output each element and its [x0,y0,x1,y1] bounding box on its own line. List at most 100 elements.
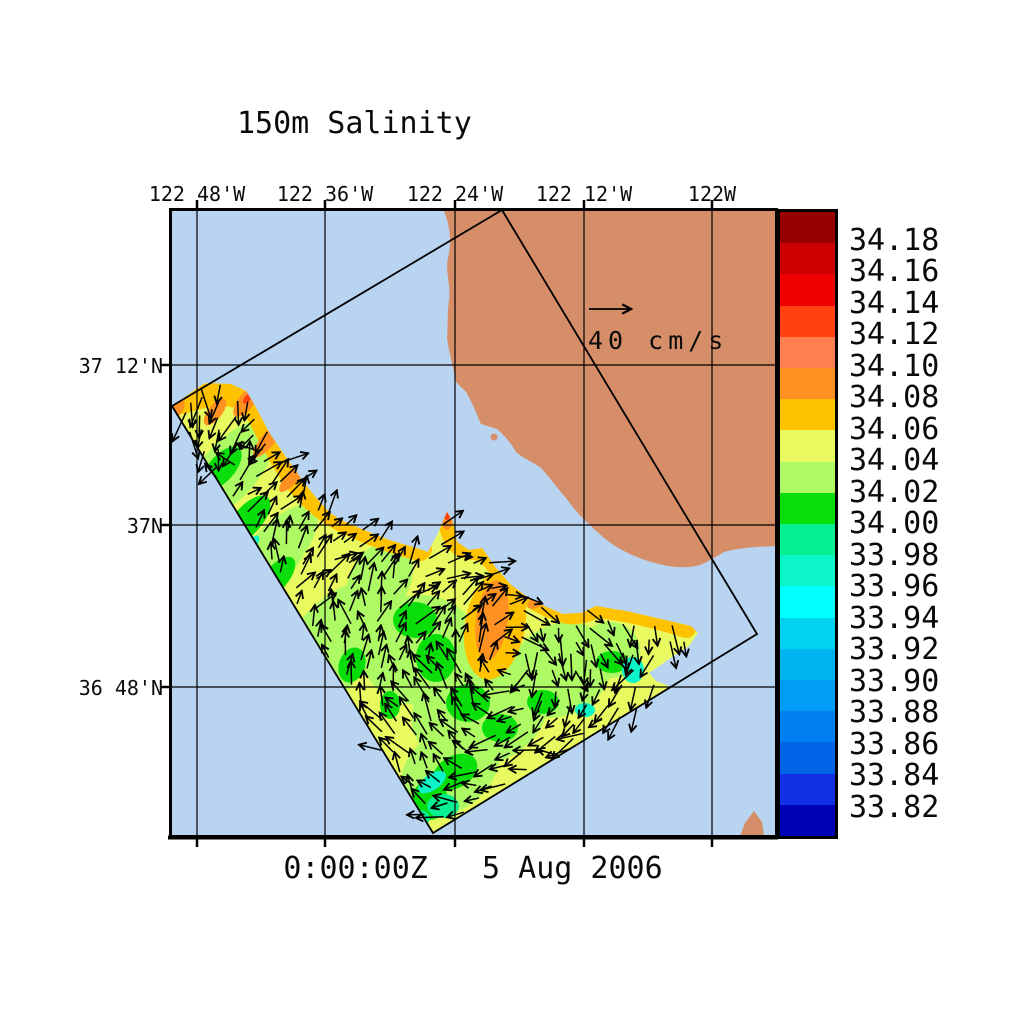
velocity-vector [408,559,419,577]
velocity-vector [442,618,451,639]
velocity-vector [408,536,418,565]
velocity-vector [490,765,508,769]
velocity-vector [244,401,247,421]
velocity-vector [495,752,511,760]
velocity-vector [331,518,342,528]
velocity-vector [430,723,445,737]
colorbar-swatch-9 [780,492,835,525]
velocity-vector [199,465,218,484]
velocity-vector [279,465,297,483]
velocity-vector [413,654,433,674]
velocity-vector [481,659,490,673]
plot-title: 150m Salinity [237,106,472,141]
velocity-vector [546,747,571,758]
colorbar-label-33.92: 33.92 [849,632,940,667]
velocity-vector [393,554,395,579]
colorbar-swatch-2 [780,274,835,306]
velocity-vector [491,588,508,607]
velocity-vector [631,707,638,732]
velocity-vector [329,554,349,574]
velocity-vector [534,700,543,721]
velocity-vector [498,670,512,674]
velocity-vector [478,624,486,652]
velocity-vector [417,781,432,789]
velocity-vector [223,444,238,466]
velocity-vector [509,597,528,605]
grid-lines [172,211,775,835]
velocity-vector [415,607,440,625]
velocity-vector [442,511,463,526]
velocity-vector [239,455,255,481]
velocity-vector [458,624,467,643]
colorbar-label-34.08: 34.08 [849,380,940,415]
colorbar-label-33.84: 33.84 [849,758,940,793]
velocity-vector [447,649,462,674]
field-patch [172,399,185,421]
velocity-vector [473,558,485,563]
velocity-vector [376,601,391,622]
velocity-vector [540,628,543,641]
colorbar-label-34.12: 34.12 [849,317,940,352]
velocity-vector [398,645,406,661]
velocity-vector [247,492,268,513]
velocity-vector [209,401,220,423]
velocity-vector [332,532,346,542]
velocity-vector [205,464,218,479]
colorbar-label-33.88: 33.88 [849,695,940,730]
velocity-vector [646,684,655,708]
velocity-vector [421,734,426,750]
velocity-vector [452,697,464,716]
velocity-vector [393,579,408,595]
velocity-vector [495,736,511,746]
velocity-vector [485,680,494,691]
velocity-vector [505,731,529,748]
velocity-vector [466,750,488,752]
velocity-vector [440,532,463,546]
colorbar-swatch-3 [780,305,835,337]
velocity-vector [198,429,202,448]
velocity-vector [427,622,440,638]
velocity-vector [403,670,414,689]
velocity-vector [669,641,676,669]
velocity-vector [465,798,480,801]
velocity-vector [295,573,315,589]
colorbar-swatch-16 [780,711,835,743]
colorbar-swatch-5 [780,368,835,400]
colorbar-label-33.90: 33.90 [849,663,940,699]
plot-area [170,209,776,836]
velocity-vector [381,645,386,669]
colorbar-label-33.98: 33.98 [849,537,940,573]
velocity-vector [351,661,352,685]
velocity-vector [523,609,550,625]
y-tick-label-36-48n: 36 48'N [78,676,163,700]
velocity-vector [586,609,603,623]
x-tick-label-122w: 122W [687,182,737,206]
velocity-vector [215,429,219,452]
velocity-vector [630,625,634,647]
velocity-vector [386,737,410,754]
velocity-vector [612,669,635,690]
velocity-vector [427,582,441,592]
velocity-vector [313,572,323,589]
velocity-vector [546,717,559,728]
velocity-vector [512,685,526,690]
velocity-vector [492,568,509,574]
velocity-vector [313,512,330,532]
velocity-vector [350,576,360,590]
field-patch [416,634,456,682]
velocity-vector [608,716,621,740]
velocity-vector [498,717,512,722]
velocity-vector [552,669,558,686]
velocity-vector [395,623,406,643]
velocity-vector [380,713,396,735]
velocity-vector [271,542,272,560]
velocity-vector [600,668,604,690]
velocity-vector [437,642,450,661]
velocity-vector [300,492,303,508]
velocity-vector [462,783,477,785]
velocity-vector [316,535,331,558]
velocity-vector [173,412,187,442]
velocity-vector [589,627,612,646]
velocity-vector [446,573,470,578]
x-tick-label-122-12w: 122 12'W [535,182,633,206]
